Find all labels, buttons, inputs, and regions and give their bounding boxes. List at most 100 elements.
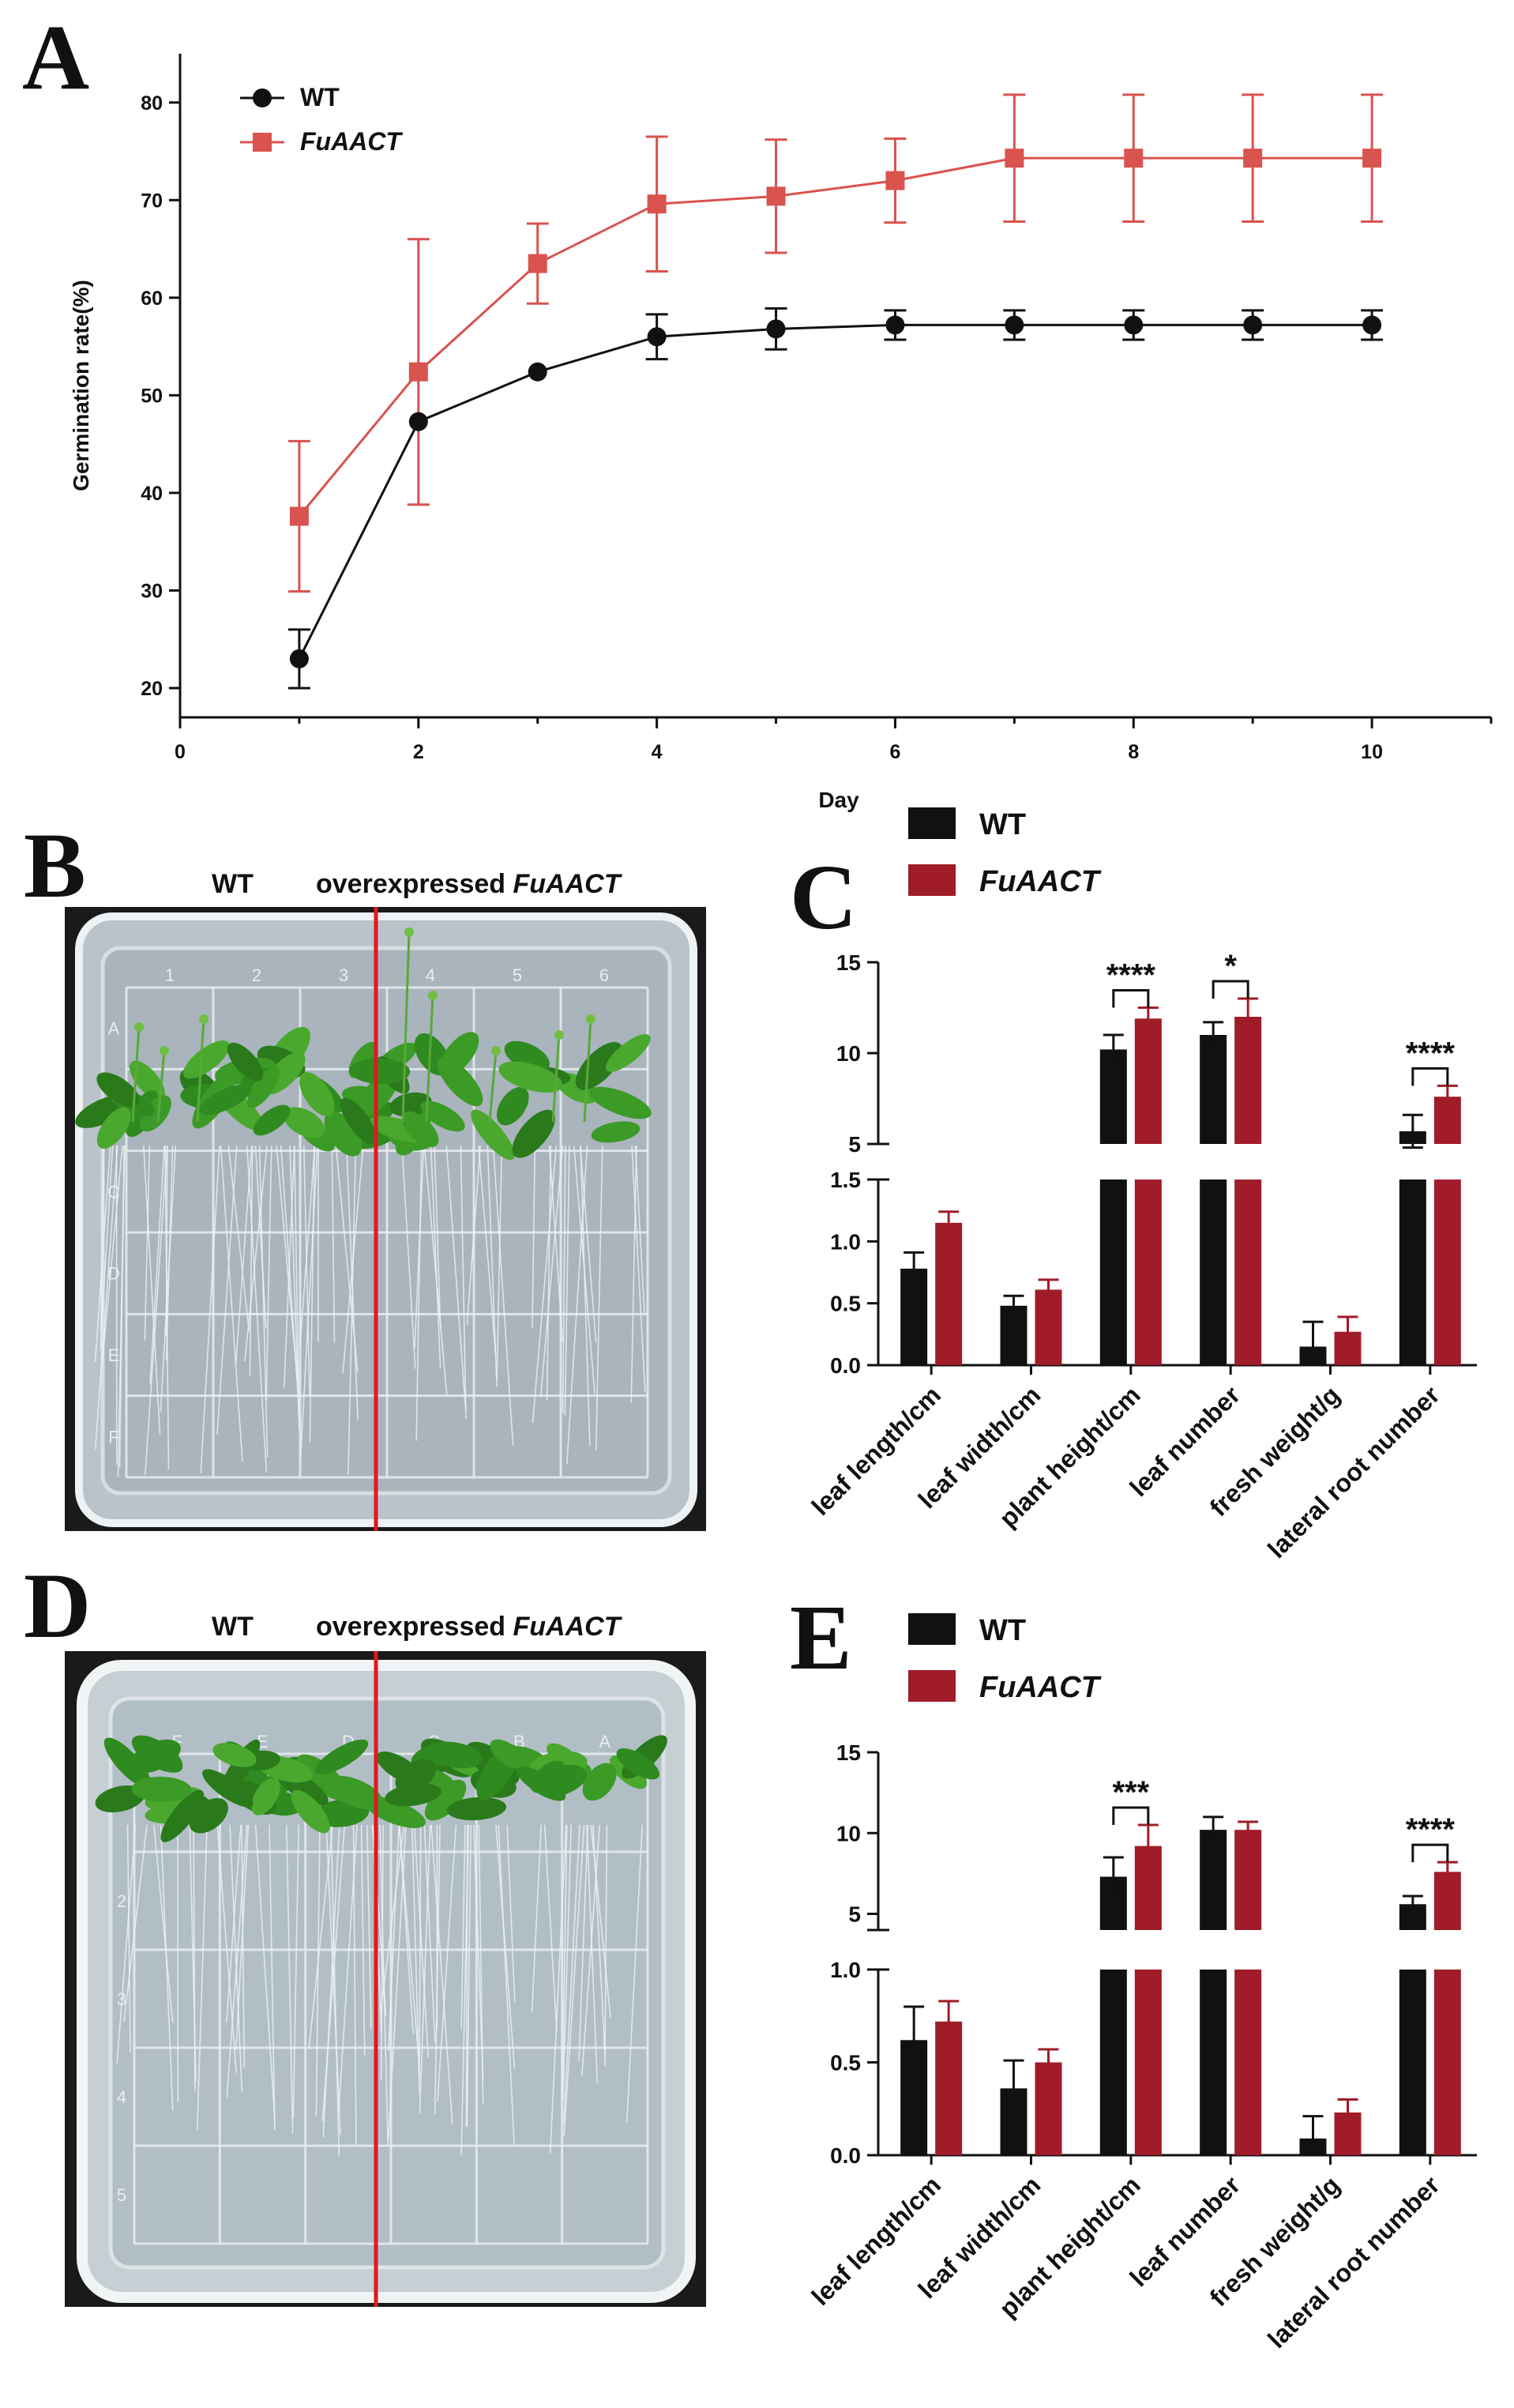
a-series-fuaact (287, 93, 1384, 593)
c-bar-fuaact (1433, 1084, 1461, 1365)
a-x-tick-label: 0 (175, 741, 186, 763)
a-y-axis-label: Germination rate(%) (69, 280, 93, 491)
b-leaf (324, 1111, 363, 1157)
a-data-point (1005, 149, 1024, 168)
d-root (465, 1824, 468, 2127)
e-bar-fuaact (1134, 1823, 1162, 2155)
b-root (460, 1145, 467, 1420)
a-x-tick-label: 4 (652, 741, 663, 763)
e-significance: **** (1406, 1812, 1455, 1863)
e-bar-rect-lower (1200, 1970, 1227, 2155)
c-significance-label: **** (1106, 958, 1156, 993)
e-bar-wt (1200, 1815, 1227, 2155)
panel-letter-e: E (790, 1586, 852, 1689)
c-legend-wt-label: WT (979, 808, 1026, 841)
a-data-point (885, 171, 905, 190)
e-significance-label: *** (1112, 1775, 1149, 1810)
c-bar-rect-lower (1200, 1180, 1227, 1365)
b-leaf (199, 1084, 252, 1116)
d-root (160, 1824, 174, 2110)
c-bar-wt (1200, 1021, 1227, 1365)
d-root (562, 1824, 568, 2088)
b-root (302, 1145, 310, 1395)
d-root (423, 1824, 436, 2042)
e-bar-fuaact (1433, 1861, 1461, 2155)
e-bar-wt (1000, 2059, 1027, 2155)
b-leaf (420, 1101, 465, 1132)
photo-b-seedlings (75, 927, 652, 1477)
b-root (276, 1145, 299, 1381)
a-legend-wt-label: WT (300, 83, 340, 111)
d-root (360, 1824, 366, 2056)
d-root (330, 1824, 340, 2157)
c-bar-rect-lower (1433, 1180, 1461, 1365)
e-bar-rect-lower (1433, 1970, 1461, 2155)
e-legend-fu-swatch (908, 1670, 956, 1702)
b-root (118, 1145, 126, 1468)
e-bar-rect-upper (1200, 1830, 1227, 1930)
b-flower-bud (134, 1022, 144, 1032)
c-bar-fuaact (935, 1210, 963, 1365)
b-leaf (496, 1086, 529, 1126)
c-bar-wt (1099, 1033, 1127, 1365)
d-root (241, 1824, 246, 2068)
d-root (581, 1824, 600, 2076)
b-leaf (389, 1092, 432, 1117)
b-root (100, 1145, 123, 1371)
c-significance: **** (1406, 1036, 1456, 1086)
a-x-tick-label: 6 (890, 741, 901, 763)
c-bar-fuaact (1334, 1315, 1362, 1365)
c-significance-label: **** (1406, 1036, 1456, 1070)
c-y-tick-label: 5 (848, 1132, 861, 1157)
c-significance-bracket (1411, 1067, 1449, 1086)
b-flower-bud (428, 991, 438, 1000)
d-root (116, 1824, 137, 2064)
e-category-label: lateral root number (1262, 2170, 1445, 2353)
b-root (293, 1145, 300, 1429)
e-bar-rect (1035, 2062, 1062, 2155)
b-flower-bud (199, 1014, 209, 1024)
b-root (595, 1145, 603, 1450)
c-legend: WT FuAACT (908, 807, 1102, 898)
d-root (478, 1824, 484, 2104)
b-flower-stem (196, 1018, 205, 1123)
c-category-label: lateral root number (1262, 1380, 1445, 1563)
c-y-tick-label: 0.0 (830, 1353, 861, 1378)
b-root (309, 1145, 316, 1443)
a-data-point (1124, 315, 1144, 335)
b-grid-column-label: 5 (513, 965, 522, 985)
d-leaf (314, 1739, 369, 1774)
d-grid-column-label: A (599, 1732, 610, 1751)
b-root (258, 1145, 269, 1458)
d-root (366, 1824, 372, 2028)
a-data-point (408, 412, 428, 431)
b-root (165, 1145, 174, 1360)
b-root (94, 1145, 111, 1363)
d-root (126, 1824, 131, 2052)
a-legend: WT FuAACT (240, 83, 403, 156)
a-data-point (289, 649, 309, 668)
b-leaf (471, 1109, 515, 1161)
b-root (235, 1145, 253, 1363)
c-y-tick-label: 1.5 (830, 1168, 861, 1192)
b-grid-row-label: E (108, 1345, 120, 1365)
d-root (411, 1824, 420, 2094)
d-root (226, 1824, 248, 2098)
c-bar-rect (935, 1222, 963, 1365)
d-root (123, 1824, 148, 2022)
b-leaf (591, 1121, 641, 1143)
b-flower-stem (131, 1026, 141, 1123)
d-leaf (251, 1778, 280, 1815)
d-grid-row-label: 4 (117, 2087, 126, 2107)
c-bar-rect-upper (1134, 1018, 1162, 1144)
b-grid-column-label: 4 (426, 965, 435, 985)
c-significance-bracket (1212, 980, 1249, 999)
d-root (352, 1824, 357, 2144)
b-root (532, 1145, 536, 1328)
photo-b-oe-label: overexpressed FuAACT (316, 869, 623, 899)
e-bar-wt (900, 2005, 928, 2155)
b-root (200, 1145, 220, 1473)
b-root (492, 1145, 514, 1446)
b-root (249, 1145, 254, 1376)
